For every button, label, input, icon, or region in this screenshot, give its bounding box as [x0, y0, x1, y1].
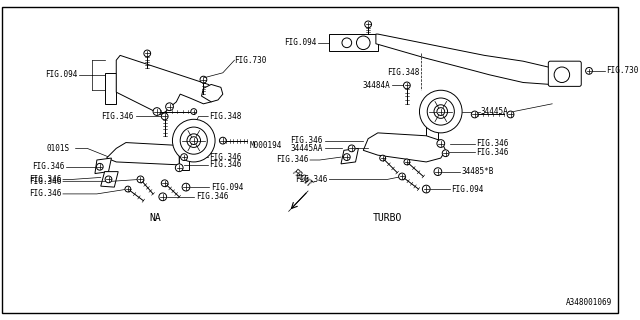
- Text: FIG.346: FIG.346: [276, 156, 308, 164]
- Polygon shape: [100, 172, 118, 187]
- Text: FIG.094: FIG.094: [45, 70, 77, 79]
- Polygon shape: [376, 34, 562, 84]
- Circle shape: [380, 155, 385, 161]
- Text: TURBO: TURBO: [373, 213, 402, 223]
- Text: 34445AA: 34445AA: [290, 144, 323, 153]
- Circle shape: [403, 82, 410, 89]
- Text: FIG.346: FIG.346: [196, 192, 228, 201]
- Polygon shape: [179, 146, 189, 170]
- Circle shape: [97, 164, 103, 170]
- Circle shape: [144, 50, 150, 57]
- Text: FIG.346: FIG.346: [476, 148, 508, 157]
- Circle shape: [419, 90, 462, 133]
- Polygon shape: [364, 133, 445, 162]
- Circle shape: [153, 108, 161, 116]
- Circle shape: [180, 154, 188, 161]
- Circle shape: [342, 38, 351, 48]
- FancyBboxPatch shape: [548, 61, 581, 86]
- Polygon shape: [104, 73, 116, 104]
- Polygon shape: [202, 84, 223, 102]
- Circle shape: [161, 113, 168, 120]
- Circle shape: [200, 76, 207, 83]
- Text: NA: NA: [149, 213, 161, 223]
- Circle shape: [434, 105, 447, 118]
- Text: M000194: M000194: [250, 141, 282, 150]
- Circle shape: [434, 168, 442, 175]
- Circle shape: [404, 159, 410, 165]
- Text: FIG.346: FIG.346: [101, 112, 134, 121]
- Circle shape: [166, 103, 173, 111]
- Text: FIG.346: FIG.346: [29, 189, 61, 198]
- Text: 34485*B: 34485*B: [461, 167, 493, 176]
- Text: 34445A: 34445A: [481, 107, 508, 116]
- Circle shape: [586, 68, 593, 74]
- Text: FIG.348: FIG.348: [387, 68, 420, 77]
- Text: 0101S: 0101S: [47, 144, 70, 153]
- Polygon shape: [107, 143, 179, 165]
- Circle shape: [356, 36, 370, 50]
- Text: 34484A: 34484A: [363, 81, 390, 90]
- Text: FIG.346: FIG.346: [209, 160, 242, 169]
- Circle shape: [437, 140, 445, 148]
- Circle shape: [344, 154, 350, 161]
- Text: FIG.346: FIG.346: [209, 153, 242, 162]
- Circle shape: [422, 185, 430, 193]
- Circle shape: [172, 119, 215, 162]
- Text: FIG.346: FIG.346: [290, 136, 323, 145]
- Text: A348001069: A348001069: [566, 298, 612, 307]
- Text: FIG.094: FIG.094: [451, 185, 484, 194]
- Text: FIG.346: FIG.346: [295, 175, 328, 184]
- Text: FIG.346: FIG.346: [29, 175, 61, 184]
- Circle shape: [161, 180, 168, 187]
- Circle shape: [554, 67, 570, 83]
- Circle shape: [365, 21, 371, 28]
- Circle shape: [191, 109, 196, 115]
- Circle shape: [442, 150, 449, 156]
- Circle shape: [348, 145, 355, 152]
- Text: FIG.348: FIG.348: [209, 112, 242, 121]
- Polygon shape: [116, 55, 215, 115]
- Circle shape: [175, 164, 183, 172]
- Text: FIG.094: FIG.094: [211, 183, 244, 192]
- Text: FIG.730: FIG.730: [607, 66, 639, 76]
- Polygon shape: [426, 116, 438, 146]
- Circle shape: [428, 98, 454, 125]
- Circle shape: [187, 134, 200, 148]
- Polygon shape: [330, 34, 378, 52]
- Text: FIG.346: FIG.346: [476, 139, 508, 148]
- Text: FIG.346: FIG.346: [33, 162, 65, 171]
- Text: FIG.730: FIG.730: [234, 56, 267, 65]
- Circle shape: [180, 127, 207, 154]
- Circle shape: [137, 176, 144, 183]
- Polygon shape: [341, 148, 358, 164]
- Circle shape: [190, 137, 198, 145]
- Text: FIG.094: FIG.094: [284, 38, 317, 47]
- Polygon shape: [95, 158, 111, 173]
- Circle shape: [182, 183, 190, 191]
- Circle shape: [471, 111, 478, 118]
- Circle shape: [220, 137, 226, 144]
- Text: FIG.346: FIG.346: [29, 177, 61, 186]
- Text: FRONT: FRONT: [291, 167, 314, 189]
- Circle shape: [125, 186, 131, 192]
- Circle shape: [105, 176, 112, 183]
- Circle shape: [399, 173, 405, 180]
- Circle shape: [437, 108, 445, 116]
- Circle shape: [507, 111, 514, 118]
- Circle shape: [159, 193, 166, 201]
